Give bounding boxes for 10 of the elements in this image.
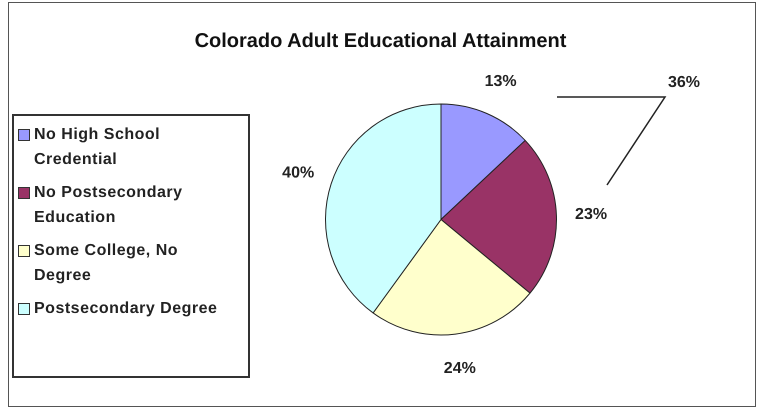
legend-label: No Postsecondary Education <box>34 183 184 228</box>
data-label: 24% <box>444 360 476 377</box>
data-label: 13% <box>484 73 517 90</box>
data-label: 40% <box>282 164 314 182</box>
chart-title: Colorado Adult Educational Attainment <box>194 30 568 53</box>
data-label: 23% <box>575 206 608 224</box>
legend-label: No High School Credential <box>34 125 162 170</box>
legend-label: Postsecondary Degree <box>34 299 218 319</box>
legend-label: Some College, No Degree <box>34 241 180 286</box>
text: 36% <box>668 74 700 92</box>
